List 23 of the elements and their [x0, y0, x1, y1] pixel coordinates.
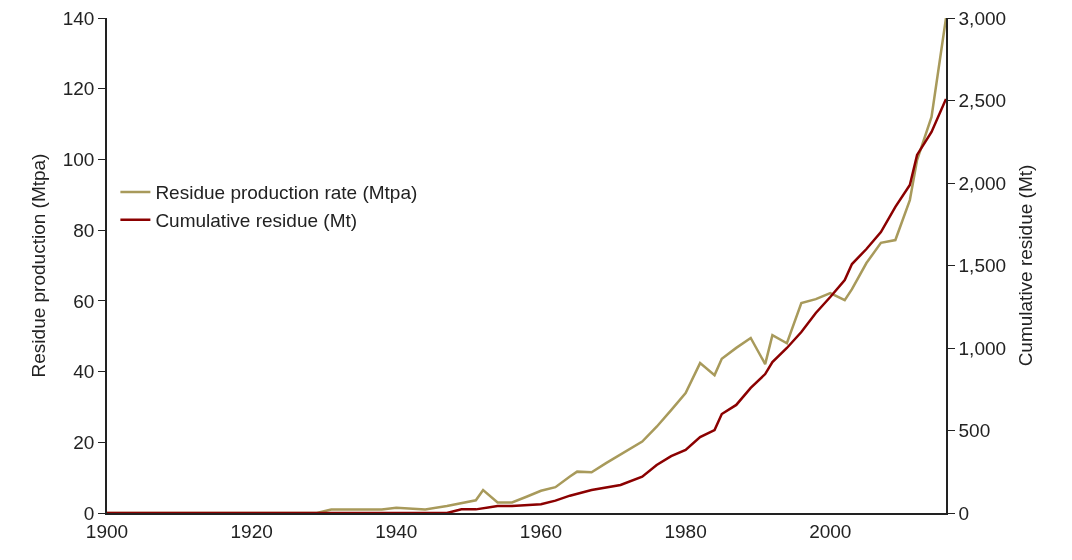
y2-tick-label: 1,500 — [958, 255, 1007, 277]
x-tick-label: 1960 — [519, 520, 563, 542]
y-tick-label: 80 — [73, 219, 95, 241]
y2-tick-label: 500 — [958, 420, 991, 442]
y-tick-label: 120 — [62, 78, 95, 100]
y-tick-label: 20 — [73, 431, 95, 453]
y-axis-title: Residue production (Mtpa) — [28, 153, 50, 378]
x-tick-label: 1920 — [230, 520, 273, 542]
y2-tick-label: 3,000 — [958, 7, 1007, 29]
y-tick-label: 140 — [62, 7, 95, 29]
legend-label: Cumulative residue (Mt) — [155, 210, 358, 232]
x-tick-label: 1980 — [664, 520, 707, 542]
y-tick-label: 100 — [62, 149, 95, 171]
y2-tick-label: 2,500 — [958, 90, 1007, 112]
y2-tick-label: 1,000 — [958, 337, 1007, 359]
y2-tick-label: 0 — [958, 502, 970, 524]
legend-label: Residue production rate (Mtpa) — [155, 182, 418, 204]
y2-axis-title: Cumulative residue (Mt) — [1015, 164, 1037, 367]
y2-tick-label: 2,000 — [958, 172, 1007, 194]
y-tick-label: 60 — [73, 290, 95, 312]
x-tick-label: 1940 — [375, 520, 418, 542]
x-tick-label: 2000 — [809, 520, 852, 542]
y-tick-label: 40 — [73, 361, 95, 383]
